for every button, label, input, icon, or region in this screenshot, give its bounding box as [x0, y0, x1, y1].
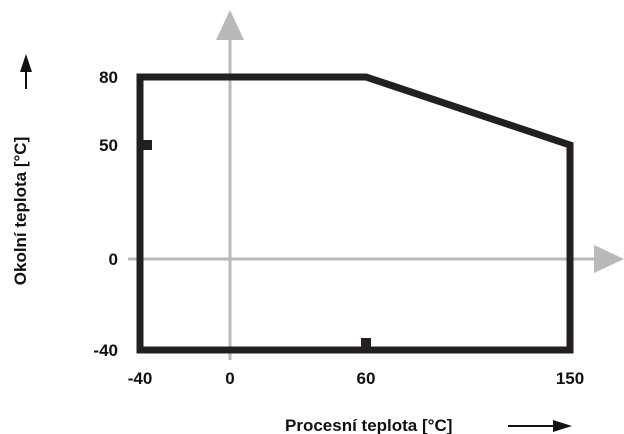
y-tick-label: 50 [99, 136, 118, 155]
x-tick-label: 60 [357, 369, 376, 388]
y-tick-mark-50 [137, 140, 152, 150]
y-tick-labels: -40 0 50 80 [93, 68, 118, 360]
y-tick-label: 0 [109, 250, 118, 269]
x-axis-title: Procesní teplota [°C] [285, 416, 452, 434]
y-tick-label: -40 [93, 341, 118, 360]
x-tick-mark-60 [361, 338, 371, 353]
x-tick-label: -40 [128, 369, 153, 388]
y-tick-label: 80 [99, 68, 118, 87]
y-axis-title: Okolní teplota [°C] [11, 137, 30, 285]
operating-range-boundary [136, 73, 574, 354]
x-tick-label: 0 [225, 369, 234, 388]
reference-axes [128, 10, 624, 360]
vertical-axis-arrowhead [216, 10, 244, 40]
x-tick-labels: -40 0 60 150 [128, 369, 584, 388]
y-axis-title-arrowhead [20, 54, 32, 72]
x-tick-label: 150 [556, 369, 584, 388]
horizontal-axis-arrowhead [594, 245, 624, 273]
boundary-tick-marks [137, 140, 371, 353]
x-axis-title-arrowhead [553, 420, 572, 432]
